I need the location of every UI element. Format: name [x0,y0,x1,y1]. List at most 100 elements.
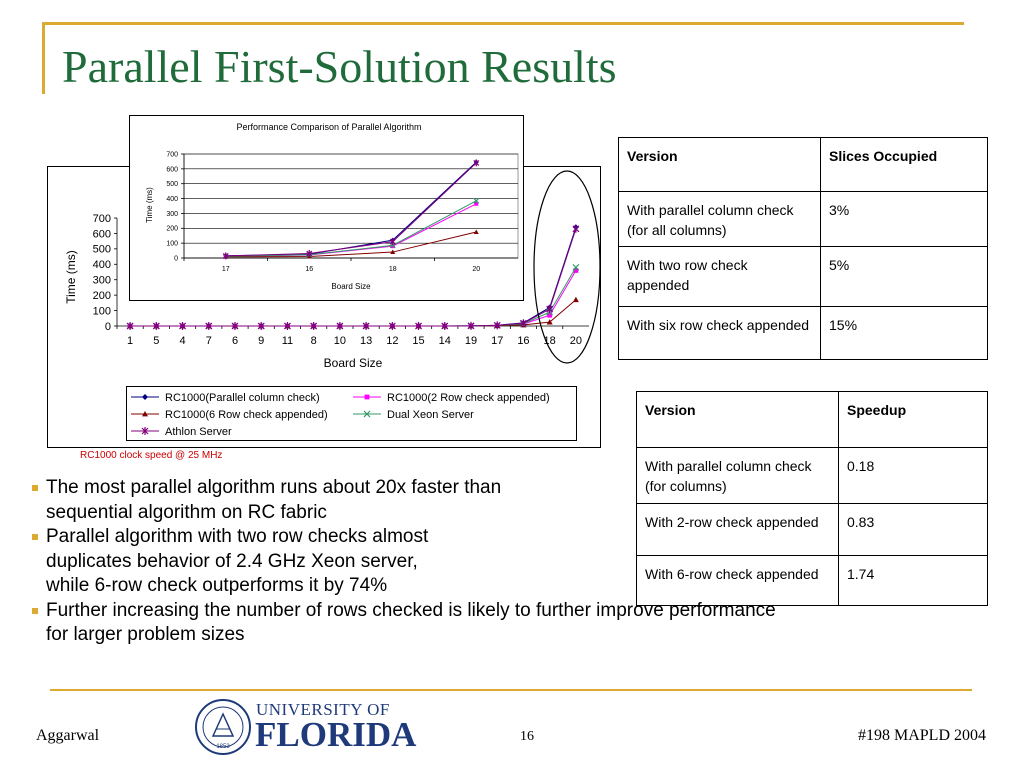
x-tick-label: 20 [570,335,582,347]
legend-label: RC1000(Parallel column check) [165,392,320,404]
table-header-cell: Version [618,137,821,192]
data-point [572,224,580,233]
data-point [222,252,229,260]
bullet-marker [32,534,38,540]
table-cell: 5% [820,246,988,307]
data-point [126,322,134,330]
series-path [130,228,577,327]
logo-line-1: UNIVERSITY OF [256,700,390,719]
series-path [225,231,477,258]
x-tick-label: 11 [282,335,293,347]
series-line [222,159,480,260]
slide-title: Parallel First-Solution Results [62,41,617,92]
main-chart-y-axis-label: Time (ms) [64,250,78,304]
highlight-ellipse [533,170,601,364]
y-tick-label: 0 [105,321,111,333]
data-point [306,250,313,258]
title-accent-vertical [42,22,45,94]
title-accent-horizontal [42,22,964,25]
data-point [364,394,370,400]
x-tick-label: 13 [360,335,372,347]
x-tick-label: 18 [389,266,397,273]
y-tick-label: 0 [174,255,178,262]
data-point [572,263,580,271]
data-point [473,159,480,167]
data-point [441,322,449,330]
y-tick-label: 200 [166,226,178,233]
y-tick-label: 600 [93,228,111,240]
y-tick-label: 200 [93,290,111,302]
footer-rule [50,689,972,691]
y-tick-label: 300 [93,275,111,287]
seal-year: 1853 [216,744,230,750]
table-header-cell: Version [636,391,839,448]
bullet-list: The most parallel algorithm runs about 2… [30,476,990,648]
data-point [474,201,479,206]
data-point [547,312,553,318]
data-point [363,410,371,418]
x-tick-label: 15 [412,335,424,347]
speedup-table: Version Speedup With parallel column che… [636,391,988,606]
series-path [225,162,477,257]
data-point [142,411,148,417]
x-tick-label: 10 [334,335,346,347]
data-point [362,322,370,330]
clock-speed-note: RC1000 clock speed @ 25 MHz [80,450,223,461]
table-header-row: Version Speedup [636,391,988,448]
data-point [546,319,553,325]
table-cell: 15% [820,306,988,360]
table-row: With two row check appended 5% [618,246,988,307]
university-seal-icon: 1853 [195,699,251,755]
table-header-cell: Speedup [838,391,988,448]
table-cell: With six row check appended [618,306,821,360]
y-tick-label: 300 [166,211,178,218]
x-tick-label: 7 [206,335,212,347]
x-tick-label: 5 [153,335,159,347]
data-point [467,321,475,330]
legend-entry: RC1000(2 Row check appended) [353,392,550,404]
data-point [179,322,186,330]
data-point [336,322,344,330]
table-cell: With parallel column check (for all colu… [618,191,821,247]
table-header-row: Version Slices Occupied [618,137,988,192]
y-tick-label: 100 [166,241,178,248]
x-tick-label: 8 [311,335,317,347]
table-cell: 0.83 [838,503,988,556]
legend-entry: RC1000(6 Row check appended) [131,409,328,421]
data-point [546,305,554,314]
x-tick-label: 17 [222,266,230,273]
y-tick-label: 500 [166,181,178,188]
y-tick-label: 400 [166,196,178,203]
main-chart-legend [126,386,577,441]
slices-table: Version Slices Occupied With parallel co… [618,137,988,360]
inset-chart-y-axis-label: Time (ms) [145,187,154,223]
bullet-marker [32,485,38,491]
data-point [389,238,396,246]
data-point [152,322,160,330]
bullet-marker [32,607,38,614]
footer-page-number: 16 [520,729,534,744]
data-point [572,296,579,303]
logo-line-2: FLORIDA [255,715,417,754]
legend-label: Dual Xeon Server [387,409,474,421]
table-row: With 6-row check appended 1.74 [636,555,988,606]
data-point [415,322,422,330]
table-header-cell: Slices Occupied [820,137,988,192]
y-tick-label: 600 [166,166,178,173]
y-tick-label: 700 [166,151,178,158]
legend-entry: RC1000(Parallel column check) [131,392,320,404]
x-tick-label: 19 [465,335,477,347]
series-path [225,200,477,257]
data-point [231,322,239,330]
x-tick-label: 16 [305,266,313,273]
legend-entry: Dual Xeon Server [353,409,474,421]
x-tick-label: 9 [258,335,264,347]
legend-label: Athlon Server [165,426,232,438]
table-cell: 3% [820,191,988,247]
legend-label: RC1000(2 Row check appended) [387,392,550,404]
university-logo: 1853 UNIVERSITY OF FLORIDA [194,698,417,756]
table-cell: 1.74 [838,555,988,606]
x-tick-label: 4 [179,335,185,347]
data-point [520,319,527,328]
data-point [388,322,396,330]
